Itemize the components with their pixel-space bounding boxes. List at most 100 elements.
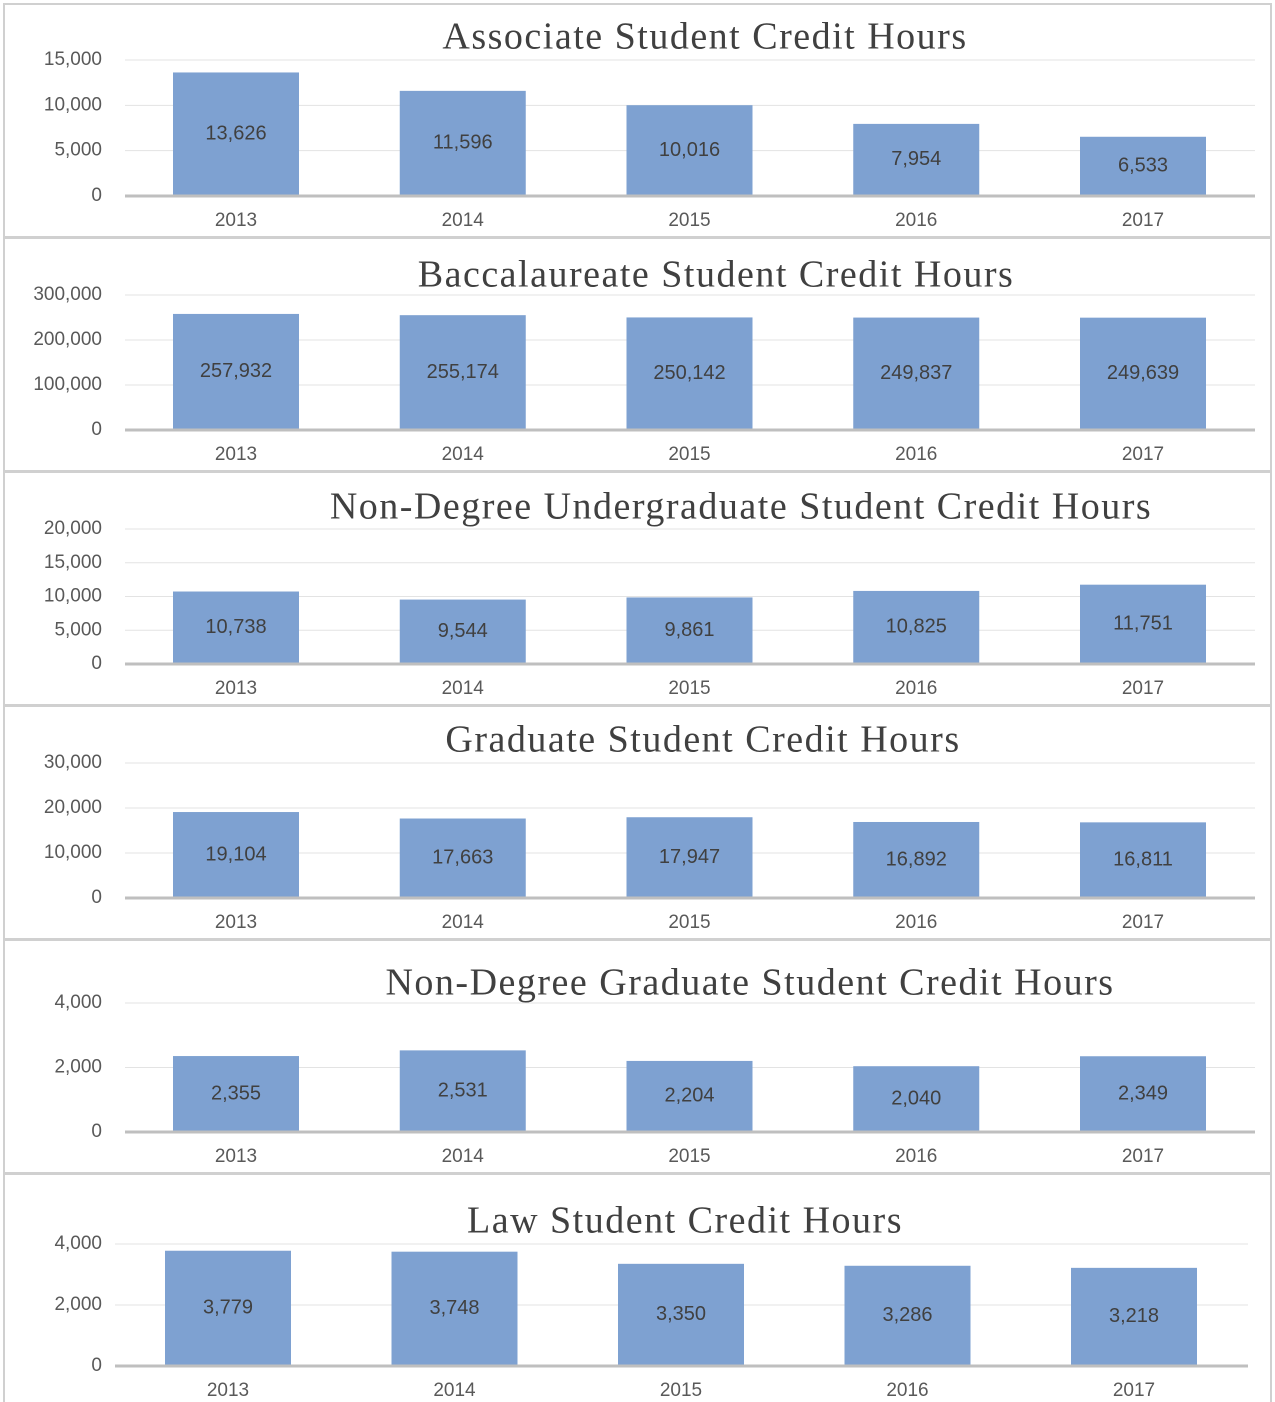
data-label: 10,825 [886, 616, 947, 638]
data-label: 2,040 [891, 1087, 941, 1109]
y-tick-label: 100,000 [33, 374, 102, 395]
data-label: 3,218 [1109, 1305, 1159, 1327]
x-tick-label: 2013 [207, 1380, 249, 1401]
y-tick-label: 0 [91, 1355, 102, 1376]
bar [1080, 1056, 1206, 1132]
bar [1080, 822, 1206, 898]
bar [173, 72, 299, 196]
y-tick-label: 0 [91, 1121, 102, 1142]
x-tick-label: 2015 [668, 444, 710, 465]
x-tick-label: 2014 [442, 912, 485, 933]
x-tick-label: 2014 [442, 678, 485, 699]
x-tick-label: 2017 [1122, 444, 1164, 465]
x-tick-label: 2017 [1122, 678, 1164, 699]
x-tick-label: 2017 [1113, 1380, 1155, 1401]
y-tick-label: 0 [91, 185, 102, 206]
bar [853, 123, 980, 196]
y-tick-label: 4,000 [54, 992, 102, 1013]
bar [173, 313, 299, 430]
bar [618, 1263, 744, 1366]
x-tick-label: 2016 [895, 210, 937, 231]
bar [853, 317, 980, 430]
bar [626, 817, 753, 898]
bar [399, 90, 526, 196]
x-tick-label: 2014 [433, 1380, 476, 1401]
bar [399, 1050, 526, 1132]
data-label: 257,932 [200, 360, 272, 382]
y-tick-label: 20,000 [44, 797, 102, 818]
bar [173, 1056, 299, 1132]
chart-title: Non-Degree Undergraduate Student Credit … [330, 486, 1152, 528]
data-label: 16,892 [886, 848, 947, 870]
chart-title: Law Student Credit Hours [467, 1200, 903, 1242]
chart-title: Graduate Student Credit Hours [445, 719, 960, 761]
bar [399, 315, 526, 430]
y-tick-label: 5,000 [54, 619, 102, 640]
x-tick-label: 2014 [442, 210, 485, 231]
data-label: 16,811 [1113, 848, 1173, 870]
bar [1071, 1267, 1197, 1366]
bar [165, 1250, 291, 1366]
x-tick-label: 2015 [668, 678, 710, 699]
x-tick-label: 2016 [895, 678, 937, 699]
data-label: 2,349 [1118, 1082, 1168, 1104]
data-label: 249,639 [1107, 362, 1179, 384]
y-tick-label: 15,000 [44, 49, 102, 70]
x-tick-label: 2014 [442, 444, 485, 465]
y-tick-label: 10,000 [44, 94, 102, 115]
x-tick-label: 2017 [1122, 912, 1164, 933]
bar [1080, 584, 1206, 664]
x-tick-label: 2013 [215, 444, 257, 465]
bar [173, 591, 299, 664]
y-tick-label: 10,000 [44, 842, 102, 863]
bar [399, 599, 526, 664]
y-tick-label: 10,000 [44, 586, 102, 607]
panel-borders [3, 3, 1272, 1402]
data-label: 11,596 [433, 132, 493, 154]
bar [626, 317, 753, 430]
chart-title: Baccalaureate Student Credit Hours [418, 254, 1015, 296]
bar [853, 1066, 980, 1132]
data-label: 250,142 [653, 362, 725, 384]
x-tick-label: 2017 [1122, 210, 1164, 231]
y-tick-label: 0 [91, 419, 102, 440]
data-label: 2,355 [211, 1082, 261, 1104]
y-tick-label: 200,000 [33, 329, 102, 350]
data-label: 19,104 [205, 843, 266, 865]
y-tick-label: 4,000 [54, 1233, 102, 1254]
x-tick-label: 2016 [895, 1146, 937, 1167]
x-tick-label: 2013 [215, 678, 257, 699]
data-label: 3,350 [656, 1303, 706, 1325]
x-tick-label: 2016 [895, 912, 937, 933]
chart-title: Non-Degree Graduate Student Credit Hours [385, 962, 1114, 1004]
data-label: 10,016 [659, 139, 720, 161]
x-tick-label: 2015 [668, 1146, 710, 1167]
panel-frame [3, 1173, 1272, 1402]
bar [173, 812, 299, 898]
data-label: 17,947 [659, 846, 720, 868]
data-label: 6,533 [1118, 155, 1168, 177]
bar [853, 821, 980, 898]
bar [626, 597, 753, 664]
y-tick-label: 30,000 [44, 752, 102, 773]
y-tick-label: 300,000 [33, 284, 102, 305]
x-tick-label: 2017 [1122, 1146, 1164, 1167]
data-label: 7,954 [891, 148, 941, 170]
bar [1080, 317, 1206, 430]
y-tick-label: 2,000 [54, 1057, 102, 1078]
x-tick-label: 2016 [886, 1380, 928, 1401]
bar [626, 1060, 753, 1132]
y-tick-label: 15,000 [44, 552, 102, 573]
x-tick-label: 2015 [668, 912, 710, 933]
x-tick-label: 2015 [660, 1380, 702, 1401]
bar [626, 105, 753, 196]
data-label: 17,663 [432, 847, 493, 869]
chart-title: Associate Student Credit Hours [442, 16, 967, 58]
data-label: 9,544 [438, 620, 488, 642]
x-tick-label: 2015 [668, 210, 710, 231]
x-tick-label: 2014 [442, 1146, 485, 1167]
data-label: 3,286 [882, 1304, 932, 1326]
data-label: 2,204 [664, 1085, 714, 1107]
bar [844, 1265, 971, 1366]
